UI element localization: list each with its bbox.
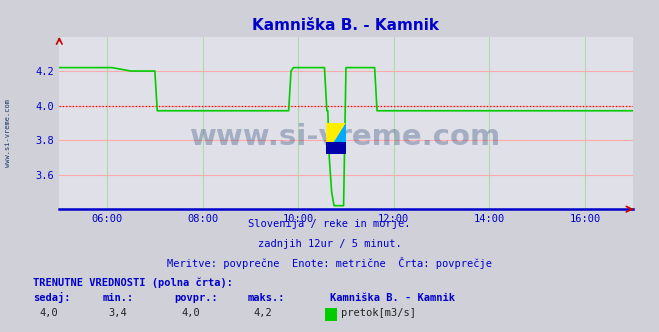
Text: Kamniška B. - Kamnik: Kamniška B. - Kamnik — [330, 293, 455, 303]
Text: povpr.:: povpr.: — [175, 293, 218, 303]
Text: www.si-vreme.com: www.si-vreme.com — [5, 99, 11, 167]
Text: 4,0: 4,0 — [181, 308, 200, 318]
Text: Slovenija / reke in morje.: Slovenija / reke in morje. — [248, 219, 411, 229]
Polygon shape — [326, 142, 346, 154]
Text: min.:: min.: — [102, 293, 133, 303]
Title: Kamniška B. - Kamnik: Kamniška B. - Kamnik — [252, 18, 440, 33]
Text: zadnjih 12ur / 5 minut.: zadnjih 12ur / 5 minut. — [258, 239, 401, 249]
Polygon shape — [326, 123, 346, 154]
Polygon shape — [326, 123, 346, 154]
Text: Meritve: povprečne  Enote: metrične  Črta: povprečje: Meritve: povprečne Enote: metrične Črta:… — [167, 257, 492, 269]
Text: 4,2: 4,2 — [254, 308, 272, 318]
Text: maks.:: maks.: — [247, 293, 285, 303]
Text: TRENUTNE VREDNOSTI (polna črta):: TRENUTNE VREDNOSTI (polna črta): — [33, 277, 233, 288]
Text: 3,4: 3,4 — [109, 308, 127, 318]
Text: 4,0: 4,0 — [40, 308, 58, 318]
Text: pretok[m3/s]: pretok[m3/s] — [341, 308, 416, 318]
Text: www.si-vreme.com: www.si-vreme.com — [190, 123, 501, 151]
Text: sedaj:: sedaj: — [33, 292, 71, 303]
